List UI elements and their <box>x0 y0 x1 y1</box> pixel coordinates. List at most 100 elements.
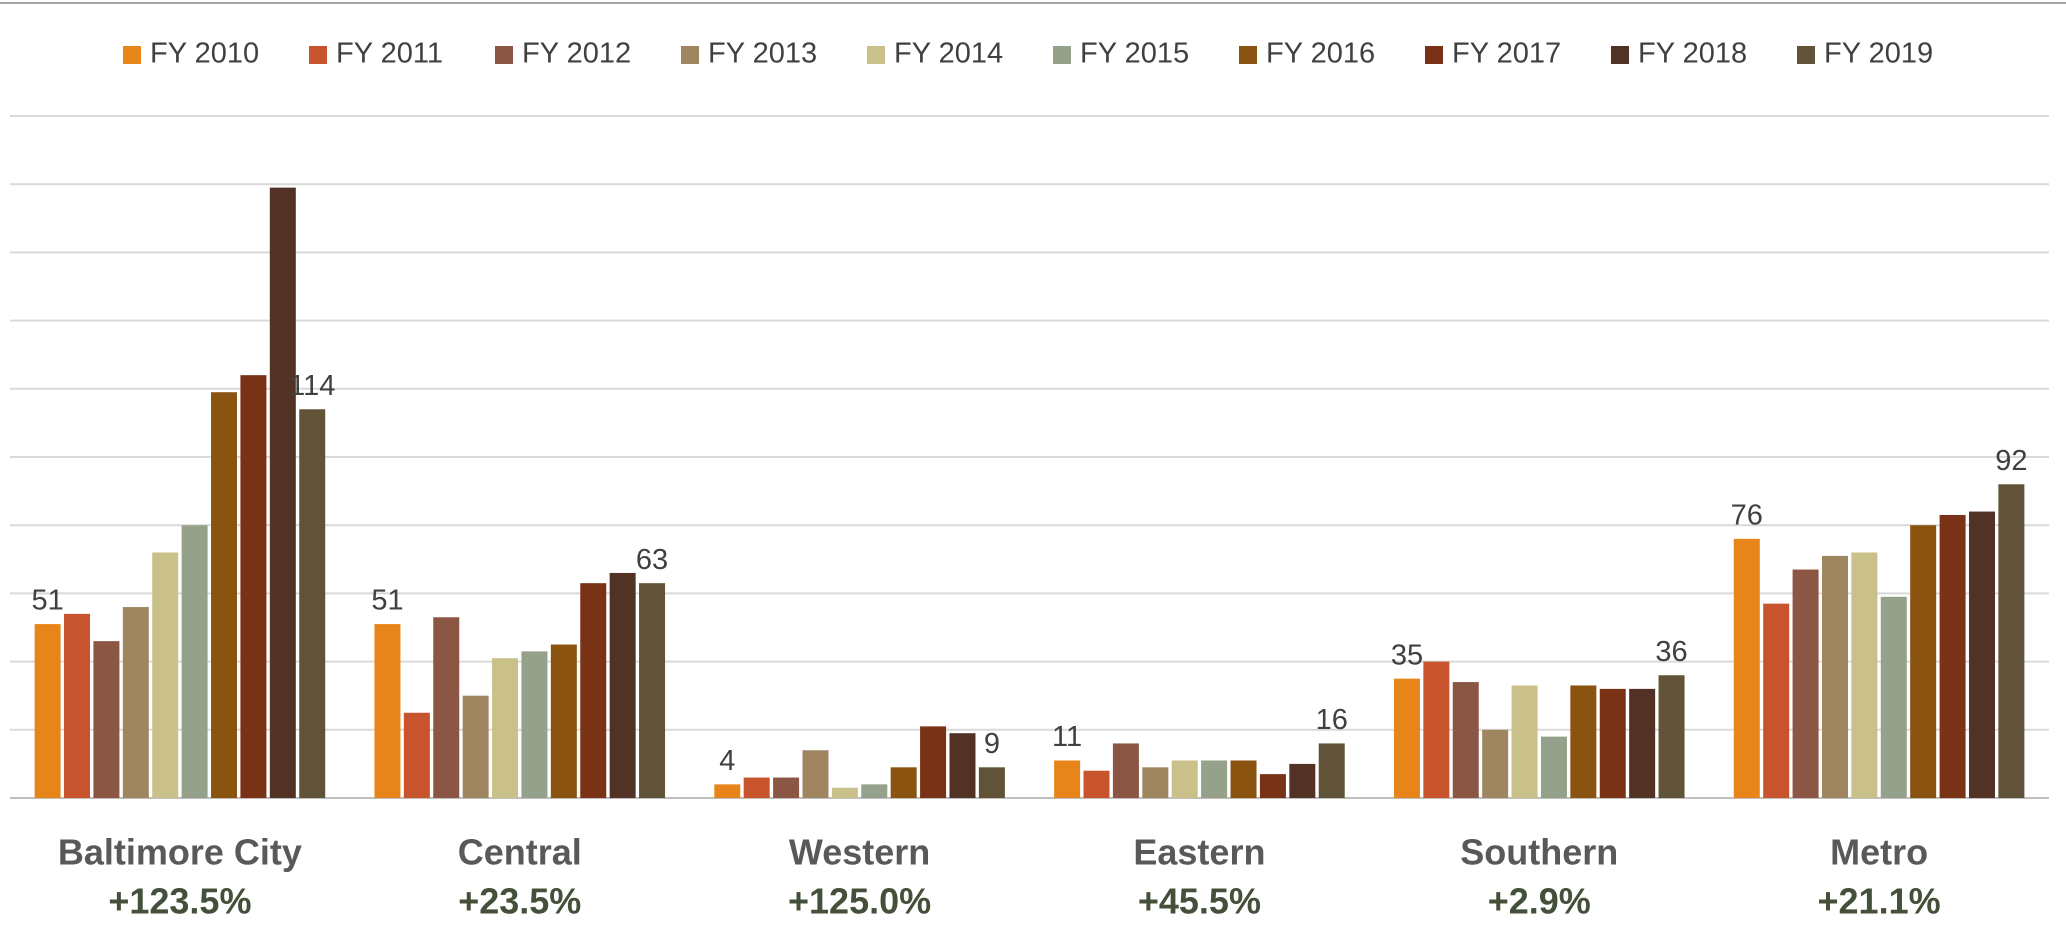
data-label: 63 <box>636 544 668 576</box>
bar <box>773 777 800 798</box>
bar <box>1851 552 1878 798</box>
legend-label: FY 2017 <box>1452 38 1561 70</box>
bar <box>1939 514 1966 798</box>
bar <box>122 607 149 798</box>
bar <box>550 644 577 798</box>
bar <box>1968 511 1995 798</box>
data-label: 16 <box>1316 704 1348 736</box>
legend-swatch <box>867 46 885 64</box>
bar <box>240 375 267 798</box>
bar <box>1880 596 1907 798</box>
bar <box>1570 685 1597 798</box>
bar <box>462 695 489 798</box>
data-label: 76 <box>1731 499 1763 531</box>
data-label: 4 <box>719 745 735 777</box>
bar <box>978 767 1005 798</box>
bar <box>1792 569 1819 798</box>
legend-label: FY 2019 <box>1824 38 1933 70</box>
category-label: Western <box>789 832 930 873</box>
legend-swatch <box>681 46 699 64</box>
change-label: +125.0% <box>788 881 931 922</box>
bar <box>1230 760 1257 798</box>
bar <box>1998 484 2025 798</box>
bar <box>1599 688 1626 798</box>
legend-label: FY 2014 <box>894 38 1003 70</box>
bar <box>831 787 858 798</box>
legend-swatch <box>1611 46 1629 64</box>
bar <box>93 641 120 798</box>
legend-label: FY 2010 <box>150 38 259 70</box>
category-label: Metro <box>1830 832 1928 873</box>
change-label: +123.5% <box>108 881 251 922</box>
bar <box>1482 729 1509 798</box>
change-label: +21.1% <box>1818 881 1941 922</box>
bar <box>890 767 917 798</box>
legend-swatch <box>1797 46 1815 64</box>
legend-label: FY 2018 <box>1638 38 1747 70</box>
bar <box>374 624 401 798</box>
legend-swatch <box>309 46 327 64</box>
data-label: 9 <box>984 728 1000 760</box>
bar <box>1452 682 1479 798</box>
bar <box>211 392 238 798</box>
bar <box>714 784 741 798</box>
bar <box>152 552 179 798</box>
bar <box>1083 770 1110 798</box>
category-label: Central <box>458 832 582 873</box>
change-label: +23.5% <box>458 881 581 922</box>
bar <box>1540 736 1567 798</box>
bar <box>1054 760 1081 798</box>
bar <box>920 726 947 798</box>
bar <box>743 777 770 798</box>
bar <box>34 624 61 798</box>
bar <box>433 617 460 798</box>
bar <box>299 409 326 798</box>
bar <box>1763 603 1790 798</box>
bar <box>269 187 296 799</box>
bar <box>1658 675 1685 798</box>
legend-label: FY 2013 <box>708 38 817 70</box>
legend-swatch <box>495 46 513 64</box>
bar <box>1142 767 1169 798</box>
bar <box>1423 661 1450 798</box>
bar <box>1171 760 1198 798</box>
change-label: +45.5% <box>1138 881 1261 922</box>
bar <box>1201 760 1228 798</box>
bar <box>1393 678 1420 798</box>
data-label: 11 <box>1052 721 1082 753</box>
bar <box>639 583 666 798</box>
bar <box>521 651 548 798</box>
bar <box>403 712 430 798</box>
legend-label: FY 2011 <box>336 38 443 70</box>
bar <box>1629 688 1656 798</box>
legend-swatch <box>123 46 141 64</box>
bar <box>609 572 636 798</box>
legend-label: FY 2016 <box>1266 38 1375 70</box>
legend-swatch <box>1053 46 1071 64</box>
legend-swatch <box>1239 46 1257 64</box>
bar <box>580 583 607 798</box>
bar <box>1318 743 1345 798</box>
bar <box>1112 743 1139 798</box>
data-label: 51 <box>371 585 403 617</box>
data-label: 92 <box>1995 445 2027 477</box>
category-label: Baltimore City <box>58 832 302 873</box>
bar <box>1821 555 1848 798</box>
data-label: 35 <box>1391 639 1423 671</box>
bar <box>1733 538 1760 798</box>
bar <box>861 784 888 798</box>
bar <box>1910 525 1937 798</box>
bar <box>492 658 519 798</box>
data-label: 114 <box>289 370 335 402</box>
legend-label: FY 2015 <box>1080 38 1189 70</box>
bar <box>64 613 91 798</box>
bar <box>1259 774 1286 798</box>
data-label: 51 <box>31 585 63 617</box>
legend-swatch <box>1425 46 1443 64</box>
bar <box>181 525 208 798</box>
bar <box>1289 763 1316 798</box>
category-label: Eastern <box>1133 832 1265 873</box>
data-label: 36 <box>1655 636 1687 668</box>
bar <box>802 750 829 798</box>
